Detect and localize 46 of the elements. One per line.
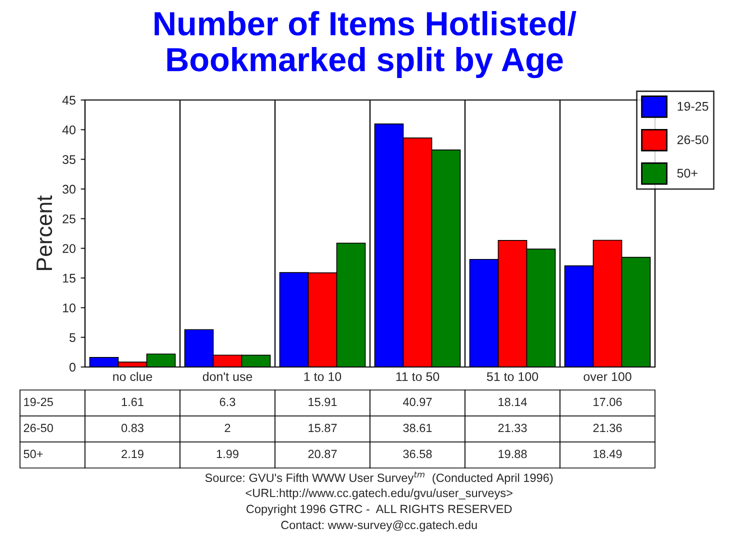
source-note: Source: GVU's Fifth WWW User Survey$^{tm}$ (Conducted April 1996): [205, 472, 553, 484]
text: Copyright 1996 GTRC - ALL RIGHTS RESERVED: [246, 504, 512, 516]
data-label: 38.61: [403, 424, 432, 432]
x-tick-label: 51 to 100: [486, 372, 538, 382]
y-tick-label: 15: [63, 274, 76, 283]
legend-label: 26-50: [677, 135, 708, 144]
data-label: 18.14: [498, 398, 527, 406]
y-tick-label: 45: [62, 96, 76, 105]
chart-title: Number of Items Hotlisted/ Bookmarked split by Age: [154, 11, 576, 78]
x-tick-label: 11 to 50: [396, 372, 440, 382]
data-label: 18.49: [594, 450, 622, 458]
data-label: 21.33: [498, 424, 527, 432]
text: <URL:http://www.cc.gatech.edu/gvu/user_surveys>: [246, 488, 512, 500]
y-tick-label: 0: [70, 362, 76, 372]
data-label: 1.61: [122, 398, 144, 406]
text: Contact: www-survey@cc.gatech.edu: [281, 520, 477, 532]
text: 50+: [24, 450, 43, 458]
data-label: 40.97: [403, 398, 432, 406]
data-label: 17.06: [594, 398, 622, 406]
x-tick-label: no clue: [113, 372, 152, 382]
x-tick-label: over 100: [584, 372, 632, 382]
data-label: 36.58: [403, 450, 432, 458]
data-label: 15.91: [308, 398, 337, 406]
y-tick-label: 20: [62, 244, 76, 253]
data-label: 1.99: [216, 450, 238, 458]
y-tick-label: 25: [62, 214, 76, 224]
y-tick-label: 40: [62, 125, 76, 134]
data-label: 15.87: [308, 424, 337, 432]
data-label: 21.36: [593, 424, 622, 432]
data-label: 6.3: [220, 398, 236, 406]
x-tick-label: don't use: [202, 372, 252, 382]
data-label: 2: [224, 424, 230, 432]
data-label: 2.19: [122, 450, 144, 458]
data-label: 19.88: [498, 450, 527, 458]
data-label: 0.83: [121, 424, 144, 432]
y-tick-label: 5: [70, 333, 76, 342]
data-label: 20.87: [308, 450, 337, 458]
y-tick-label: 35: [62, 155, 76, 164]
x-tick-label: 1 to 10: [304, 372, 342, 382]
text: 26-50: [24, 424, 53, 432]
legend-label: 19-25: [678, 102, 708, 111]
y-tick-label: 10: [63, 303, 76, 312]
y-axis-title: Percent: [36, 195, 52, 270]
text: 19-25: [24, 398, 53, 406]
y-tick-label: 30: [62, 184, 76, 194]
legend-label: 50+: [677, 168, 698, 178]
